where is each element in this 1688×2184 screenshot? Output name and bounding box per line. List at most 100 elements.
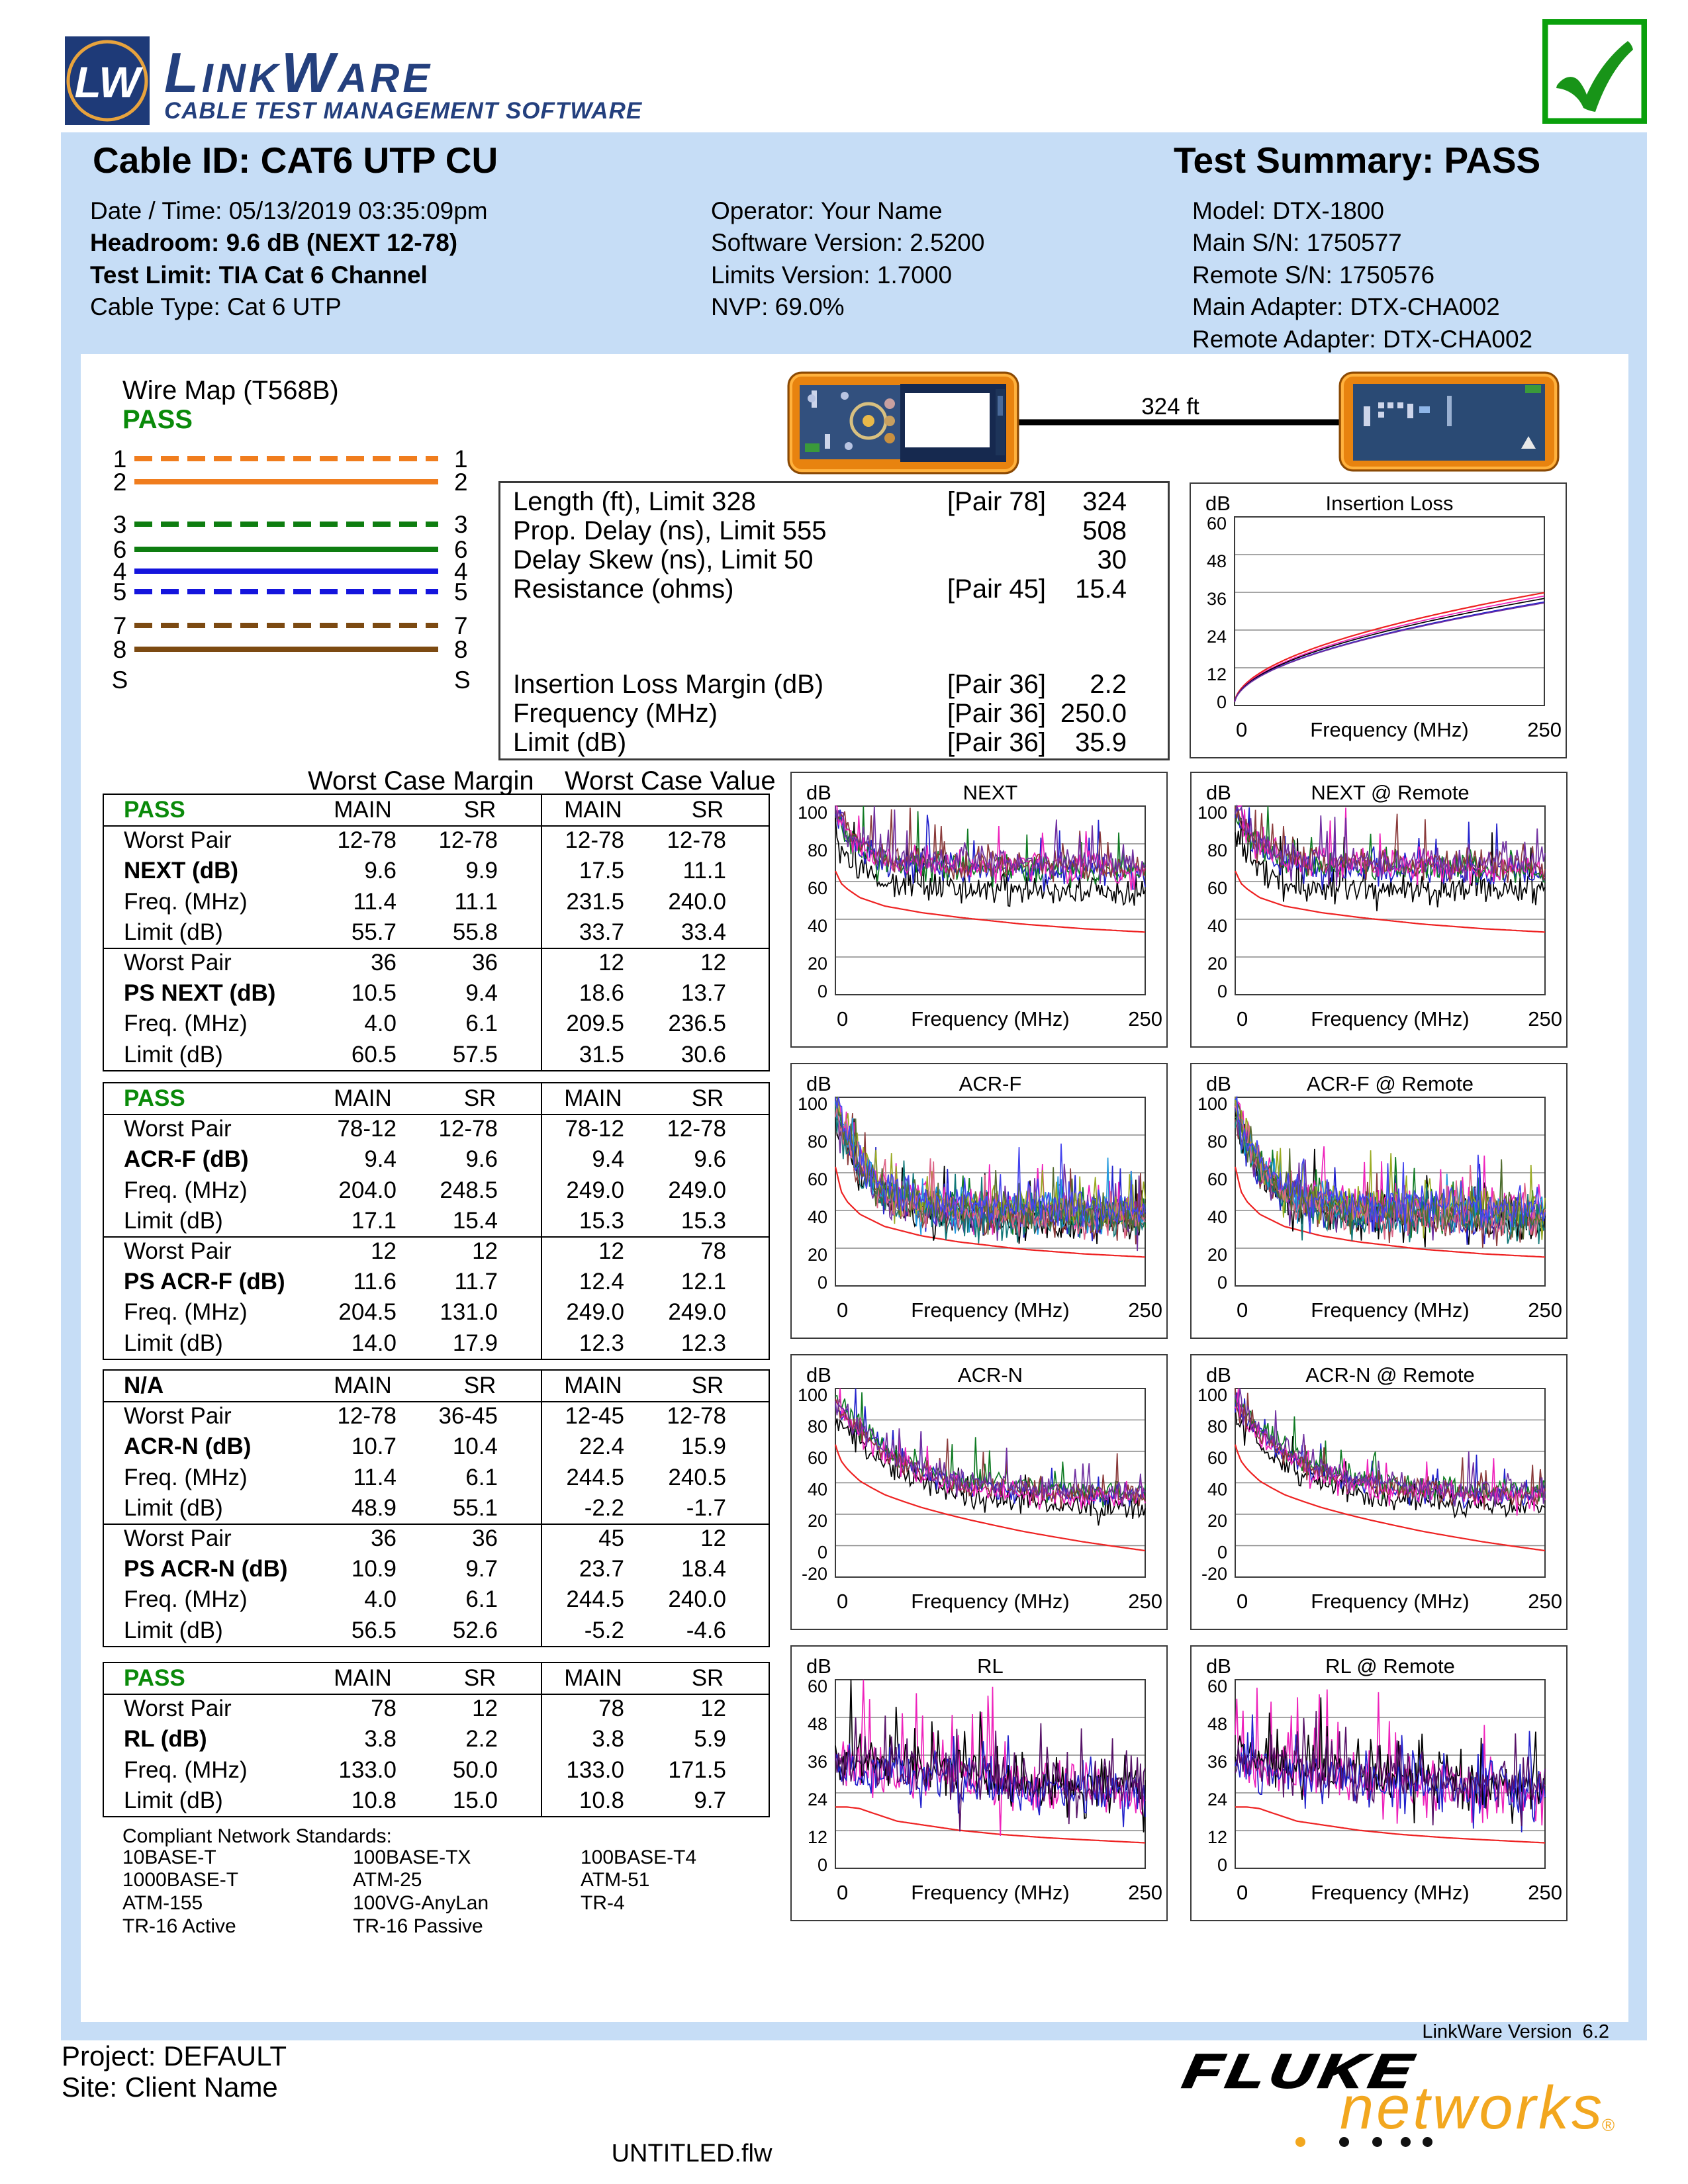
svg-text:250: 250: [1128, 1007, 1162, 1030]
svg-text:36: 36: [1207, 1752, 1227, 1772]
svg-text:60: 60: [808, 1169, 827, 1189]
svg-text:80: 80: [808, 841, 827, 860]
svg-text:0: 0: [1217, 692, 1227, 712]
svg-text:250: 250: [1128, 1298, 1162, 1322]
svg-text:NEXT @ Remote: NEXT @ Remote: [1311, 781, 1469, 804]
svg-text:4: 4: [454, 558, 468, 585]
svg-text:0: 0: [1217, 1855, 1227, 1875]
svg-text:40: 40: [1207, 1207, 1227, 1227]
svg-text:100: 100: [1197, 1094, 1227, 1114]
svg-text:6: 6: [454, 536, 468, 563]
svg-text:0: 0: [818, 1543, 827, 1563]
svg-text:S: S: [112, 666, 128, 694]
svg-text:12: 12: [808, 1827, 827, 1847]
svg-text:250: 250: [1128, 1590, 1162, 1613]
svg-text:60: 60: [1207, 1448, 1227, 1468]
svg-text:0: 0: [1237, 1298, 1248, 1322]
svg-text:Frequency (MHz): Frequency (MHz): [911, 1298, 1069, 1322]
svg-text:40: 40: [808, 1207, 827, 1227]
svg-text:60: 60: [1207, 514, 1227, 533]
svg-text:Frequency (MHz): Frequency (MHz): [1311, 1298, 1469, 1322]
svg-text:Frequency (MHz): Frequency (MHz): [911, 1590, 1069, 1613]
svg-text:60: 60: [1207, 1676, 1227, 1696]
svg-text:80: 80: [808, 1132, 827, 1152]
svg-text:6: 6: [113, 536, 127, 563]
svg-text:0: 0: [1236, 718, 1247, 741]
svg-text:NEXT: NEXT: [963, 781, 1018, 804]
svg-text:dB: dB: [1206, 781, 1231, 804]
svg-text:0: 0: [1217, 1543, 1227, 1563]
svg-text:4: 4: [113, 558, 127, 585]
svg-text:0: 0: [1237, 1590, 1248, 1613]
svg-text:Frequency (MHz): Frequency (MHz): [911, 1007, 1069, 1030]
svg-text:60: 60: [1207, 1169, 1227, 1189]
svg-text:RL: RL: [977, 1655, 1004, 1678]
svg-text:250: 250: [1528, 1007, 1562, 1030]
svg-text:80: 80: [1207, 841, 1227, 860]
svg-text:ACR-N @ Remote: ACR-N @ Remote: [1305, 1363, 1474, 1387]
svg-text:250: 250: [1528, 1298, 1562, 1322]
svg-text:5: 5: [113, 578, 127, 606]
svg-text:Frequency (MHz): Frequency (MHz): [911, 1881, 1069, 1904]
svg-text:8: 8: [113, 636, 127, 663]
svg-text:-20: -20: [1201, 1564, 1227, 1584]
svg-text:60: 60: [808, 1448, 827, 1468]
svg-text:dB: dB: [806, 1655, 831, 1678]
svg-text:48: 48: [808, 1714, 827, 1734]
svg-text:dB: dB: [1205, 492, 1231, 515]
svg-text:0: 0: [837, 1590, 848, 1613]
svg-text:LW: LW: [75, 58, 144, 107]
svg-text:Frequency (MHz): Frequency (MHz): [1311, 1590, 1469, 1613]
svg-text:Frequency (MHz): Frequency (MHz): [1311, 1881, 1469, 1904]
svg-text:24: 24: [1207, 627, 1227, 647]
svg-text:7: 7: [113, 612, 127, 639]
svg-text:20: 20: [808, 1245, 827, 1265]
svg-text:0: 0: [1217, 1273, 1227, 1293]
svg-text:40: 40: [1207, 916, 1227, 936]
svg-text:250: 250: [1128, 1881, 1162, 1904]
svg-text:7: 7: [454, 612, 468, 639]
svg-text:36: 36: [808, 1752, 827, 1772]
svg-text:20: 20: [808, 954, 827, 974]
svg-text:0: 0: [818, 1855, 827, 1875]
svg-text:100: 100: [798, 1094, 827, 1114]
svg-text:1: 1: [113, 445, 127, 473]
svg-text:0: 0: [1237, 1881, 1248, 1904]
svg-text:20: 20: [1207, 1245, 1227, 1265]
svg-text:40: 40: [808, 916, 827, 936]
svg-text:20: 20: [1207, 954, 1227, 974]
svg-text:36: 36: [1207, 589, 1227, 609]
svg-text:0: 0: [837, 1881, 848, 1904]
svg-text:60: 60: [1207, 878, 1227, 898]
svg-text:8: 8: [454, 636, 468, 663]
svg-text:-20: -20: [802, 1564, 827, 1584]
svg-text:dB: dB: [1206, 1363, 1231, 1387]
svg-text:3: 3: [454, 511, 468, 538]
svg-text:60: 60: [808, 1676, 827, 1696]
svg-text:40: 40: [1207, 1480, 1227, 1500]
svg-text:48: 48: [1207, 551, 1227, 571]
svg-text:100: 100: [798, 1385, 827, 1405]
svg-text:24: 24: [1207, 1790, 1227, 1809]
svg-text:RL @ Remote: RL @ Remote: [1325, 1655, 1455, 1678]
svg-text:250: 250: [1528, 1881, 1562, 1904]
svg-text:dB: dB: [806, 1072, 831, 1095]
svg-text:ACR-N: ACR-N: [958, 1363, 1023, 1387]
svg-text:100: 100: [1197, 803, 1227, 823]
svg-text:dB: dB: [1206, 1072, 1231, 1095]
svg-text:12: 12: [1207, 664, 1227, 684]
svg-text:20: 20: [808, 1511, 827, 1531]
svg-text:1: 1: [454, 445, 468, 473]
svg-text:0: 0: [1237, 1007, 1248, 1030]
svg-text:S: S: [454, 666, 471, 694]
svg-text:0: 0: [1217, 981, 1227, 1001]
svg-text:12: 12: [1207, 1827, 1227, 1847]
svg-text:250: 250: [1527, 718, 1562, 741]
svg-text:Frequency (MHz): Frequency (MHz): [1310, 718, 1468, 741]
svg-text:40: 40: [808, 1480, 827, 1500]
svg-text:Frequency (MHz): Frequency (MHz): [1311, 1007, 1469, 1030]
svg-text:0: 0: [818, 981, 827, 1001]
svg-text:0: 0: [818, 1273, 827, 1293]
svg-text:0: 0: [837, 1298, 848, 1322]
svg-text:24: 24: [808, 1790, 827, 1809]
